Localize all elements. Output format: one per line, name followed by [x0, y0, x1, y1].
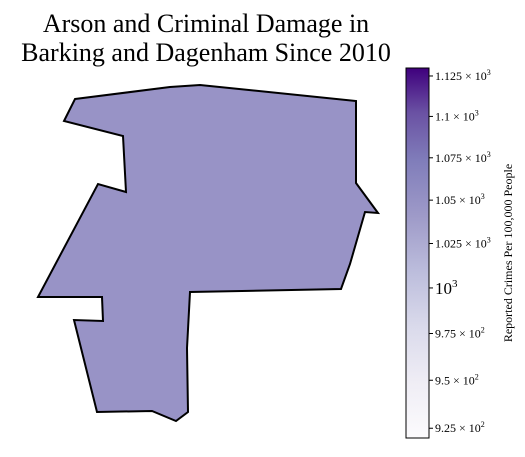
- colorbar-gradient: [405, 67, 430, 439]
- colorbar-tick-label: 9.25 × 102: [435, 420, 485, 435]
- colorbar-tick-label: 103: [435, 278, 458, 298]
- colorbar-ticks: 9.25 × 102 9.5 × 102 9.75 × 102 103 1.025 × …: [429, 68, 491, 435]
- colorbar-tick-label: 1.075 × 103: [435, 150, 491, 165]
- title-line-2: Barking and Dagenham Since 2010: [21, 38, 391, 67]
- colorbar-tick-label: 1.1 × 103: [435, 108, 479, 123]
- colorbar-tick-label: 9.5 × 102: [435, 372, 479, 387]
- colorbar-tick-label: 1.025 × 103: [435, 236, 491, 251]
- map: [36, 83, 381, 423]
- colorbar-label: Reported Crimes Per 100,000 People: [501, 164, 515, 342]
- title-line-1: Arson and Criminal Damage in: [43, 9, 369, 38]
- region-barking-and-dagenham: [36, 83, 381, 423]
- colorbar-tick-label: 1.05 × 103: [435, 192, 485, 207]
- colorbar-tick-label: 1.125 × 103: [435, 68, 491, 83]
- colorbar: 9.25 × 102 9.5 × 102 9.75 × 102 103 1.025 × …: [405, 67, 515, 439]
- colorbar-tick-label: 9.75 × 102: [435, 326, 485, 341]
